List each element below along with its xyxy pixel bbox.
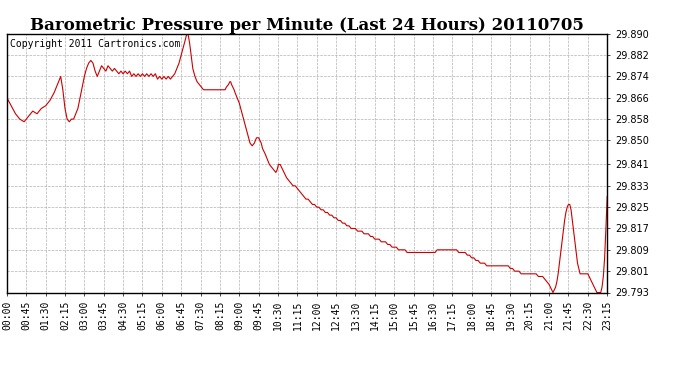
Text: Copyright 2011 Cartronics.com: Copyright 2011 Cartronics.com (10, 39, 180, 49)
Title: Barometric Pressure per Minute (Last 24 Hours) 20110705: Barometric Pressure per Minute (Last 24 … (30, 16, 584, 34)
